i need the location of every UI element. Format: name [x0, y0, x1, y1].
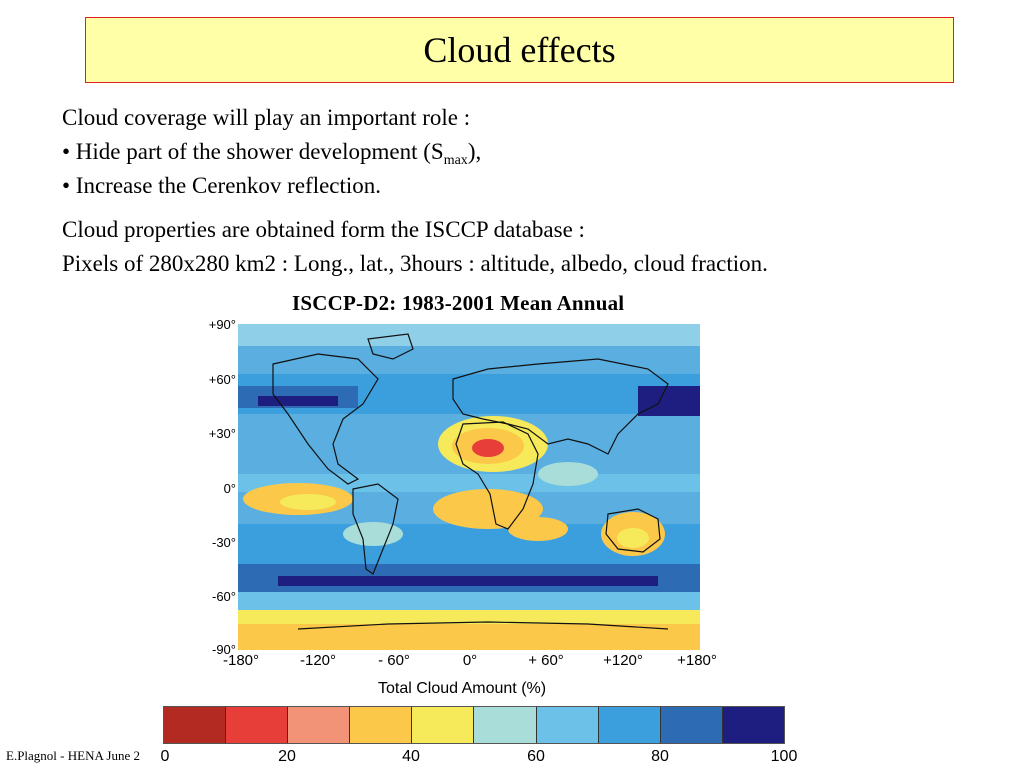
- colorbar-swatch-7: [598, 707, 661, 743]
- footer-credit: E.Plagnol - HENA June 2: [6, 748, 140, 763]
- lat-label-30n: +30°: [208, 426, 236, 441]
- lon-label-p60: + 60°: [528, 652, 564, 669]
- lon-label-m60: - 60°: [378, 652, 410, 669]
- text-line-1: Cloud coverage will play an important ro…: [62, 105, 471, 130]
- colorbar: [163, 706, 785, 744]
- colorbar-title: Total Cloud Amount (%): [378, 680, 547, 697]
- lat-label-30s: -30°: [212, 535, 236, 550]
- title-box: Cloud effects: [85, 17, 954, 83]
- colorbar-tick-0: 0: [160, 748, 170, 765]
- figure-title: ISCCP-D2: 1983-2001 Mean Annual: [292, 291, 625, 315]
- lat-label-90s: -90°: [212, 642, 236, 657]
- colorbar-tick-20: 20: [278, 748, 296, 765]
- colorbar-swatch-1: [226, 707, 289, 743]
- colorbar-tick-100: 100: [770, 748, 798, 765]
- lat-label-0: 0°: [223, 481, 236, 496]
- slide-title: Cloud effects: [423, 30, 616, 70]
- colorbar-swatch-5: [474, 707, 537, 743]
- text-line-2: • Hide part of the shower development (S…: [62, 135, 481, 169]
- colorbar-swatch-9: [722, 707, 784, 743]
- colorbar-tick-60: 60: [527, 748, 545, 765]
- lat-label-60s: -60°: [212, 589, 236, 604]
- colorbar-tick-40: 40: [402, 748, 420, 765]
- colorbar-swatch-0: [164, 707, 227, 743]
- lon-label-m120: -120°: [299, 652, 337, 669]
- lat-label-90n: +90°: [208, 317, 236, 332]
- colorbar-swatch-6: [536, 707, 599, 743]
- text-line-4: Cloud properties are obtained form the I…: [62, 217, 585, 242]
- bullet-hide-shower: • Hide part of the shower development (S: [62, 139, 444, 164]
- text-line-5: Pixels of 280x280 km2 : Long., lat., 3ho…: [62, 251, 768, 276]
- lat-label-60n: +60°: [208, 372, 236, 387]
- cloud-amount-map: [238, 324, 700, 650]
- colorbar-swatch-3: [350, 707, 413, 743]
- smax-subscript: max: [443, 153, 468, 168]
- colorbar-swatch-4: [412, 707, 475, 743]
- bullet-hide-shower-suffix: ),: [467, 139, 482, 164]
- text-line-3: • Increase the Cerenkov reflection.: [62, 173, 382, 198]
- colorbar-swatch-8: [660, 707, 723, 743]
- colorbar-tick-80: 80: [651, 748, 669, 765]
- colorbar-swatch-2: [288, 707, 351, 743]
- lon-label-0: 0°: [462, 652, 478, 669]
- lon-label-p120: +120°: [603, 652, 643, 669]
- lon-label-m180: -180°: [222, 652, 260, 669]
- lon-label-p180: +180°: [677, 652, 717, 669]
